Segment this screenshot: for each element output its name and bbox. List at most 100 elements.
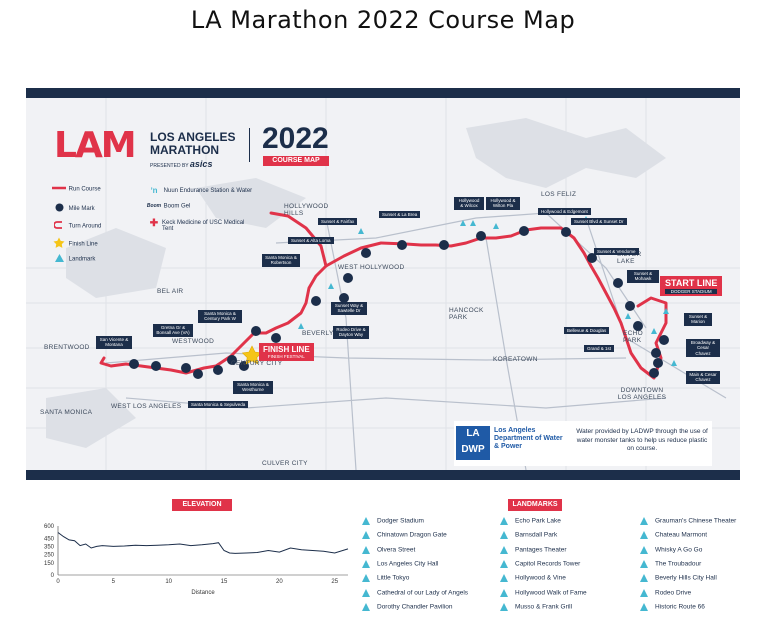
mile-mark-icon bbox=[51, 203, 67, 214]
legend-mile-mark: Mile Mark bbox=[51, 203, 95, 214]
callout: Broadway & Cesar Chavez bbox=[686, 339, 720, 358]
y-tick-label: 150 bbox=[44, 561, 55, 567]
area-label: LOS FELIZ bbox=[541, 191, 577, 198]
landmark-item: Musso & Frank Grill bbox=[500, 602, 572, 611]
landmark-triangle-icon bbox=[640, 517, 648, 525]
area-label: BRENTWOOD bbox=[44, 344, 90, 351]
landmark-item: Chateau Marmont bbox=[640, 531, 708, 540]
landmark-triangle-icon bbox=[500, 602, 508, 611]
landmark-item: Pantages Theater bbox=[500, 545, 567, 554]
marathon-logo: LAM LOS ANGELES MARATHON PRESENTED BY as… bbox=[54, 128, 236, 170]
landmark-triangle-icon bbox=[500, 517, 508, 525]
y-tick-label: 350 bbox=[44, 544, 55, 550]
legend-gel: Boom Boom Gel bbox=[146, 203, 191, 210]
area-label: KOREATOWN bbox=[493, 356, 538, 363]
area-label: DOWNTOWN LOS ANGELES bbox=[617, 387, 667, 401]
area-label: WEST LOS ANGELES bbox=[111, 403, 182, 410]
landmark-triangle-icon bbox=[51, 254, 67, 264]
y-tick-label: 600 bbox=[44, 524, 55, 530]
landmark-item: Little Tokyo bbox=[362, 574, 409, 583]
callout: Sunset & Fairfax bbox=[318, 218, 358, 226]
landmark-markers bbox=[298, 216, 677, 366]
callout: Rodeo Drive & Dayton Way bbox=[333, 326, 369, 339]
y-tick-label: 0 bbox=[51, 573, 55, 579]
landmark-label: Olvera Street bbox=[377, 546, 416, 554]
star-icon bbox=[51, 237, 67, 251]
logo-divider bbox=[249, 128, 250, 162]
landmark-item: Capitol Records Tower bbox=[500, 559, 580, 568]
landmark-label: Historic Route 66 bbox=[655, 603, 705, 611]
legend-medical: ✚ Keck Medicine of USC Medical Tent bbox=[146, 218, 256, 232]
ladwp-logo: LA DWP bbox=[456, 426, 490, 460]
area-label: HANCOCK PARK bbox=[449, 307, 484, 321]
landmark-triangle-icon bbox=[362, 602, 370, 611]
legend-run-course: Run Course bbox=[51, 186, 101, 193]
x-tick-label: 20 bbox=[276, 579, 283, 585]
callout: Sunset Blvd & Sunset Dr bbox=[571, 218, 627, 226]
callout: Grand & 1st bbox=[584, 345, 615, 353]
callout: Hollywood & Edgemont bbox=[538, 208, 591, 216]
landmark-item: Cathedral of our Lady of Angels bbox=[362, 588, 469, 597]
landmark-item: Los Angeles City Hall bbox=[362, 559, 439, 568]
presented-by: PRESENTED BY bbox=[150, 163, 189, 169]
legend-water-station: ʼn Nuun Endurance Station & Water bbox=[146, 186, 252, 195]
mile-marks bbox=[129, 226, 669, 379]
callout: Sunset & Marion bbox=[684, 313, 712, 326]
turn-around-icon bbox=[51, 220, 67, 232]
page-title: LA Marathon 2022 Course Map bbox=[190, 6, 576, 34]
start-line-badge: START LINE DODGER STADIUM bbox=[660, 276, 723, 296]
year-label: 2022 bbox=[262, 122, 329, 155]
landmark-triangle-icon bbox=[640, 545, 648, 554]
area-label: CULVER CITY bbox=[262, 460, 308, 467]
callout: San Vicente & Montana bbox=[96, 336, 132, 349]
landmark-triangle-icon bbox=[500, 531, 508, 540]
legend-landmark: Landmark bbox=[51, 254, 95, 264]
course-map[interactable]: LAM LOS ANGELES MARATHON PRESENTED BY as… bbox=[26, 88, 740, 480]
callout: Santa Monica & Sepulveda bbox=[188, 401, 249, 409]
landmark-triangle-icon bbox=[640, 588, 648, 597]
callout: Sunset & Alta Loma bbox=[288, 237, 334, 245]
landmark-triangle-icon bbox=[500, 545, 508, 554]
landmark-label: The Troubadour bbox=[655, 560, 702, 568]
landmark-triangle-icon bbox=[362, 588, 370, 597]
landmark-triangle-icon bbox=[362, 559, 370, 568]
ladwp-info-box: LA DWP Los Angeles Department of Water &… bbox=[454, 421, 712, 466]
landmark-item: Hollywood Walk of Fame bbox=[500, 588, 587, 597]
landmark-item: The Troubadour bbox=[640, 559, 702, 568]
landmark-triangle-icon bbox=[362, 531, 370, 540]
landmark-item: Olvera Street bbox=[362, 545, 416, 554]
landmark-item: Echo Park Lake bbox=[500, 517, 561, 525]
x-tick-label: 25 bbox=[331, 579, 338, 585]
elevation-line bbox=[57, 532, 349, 554]
landmark-item: Dorothy Chandler Pavilion bbox=[362, 602, 453, 611]
callout: Santa Monica & Century Park W bbox=[198, 310, 242, 323]
landmark-label: Hollywood & Vine bbox=[515, 574, 566, 582]
logo-name-1: LOS ANGELES bbox=[150, 130, 236, 144]
callout: Sunset & Vendome bbox=[594, 248, 639, 256]
landmark-label: Grauman's Chinese Theater bbox=[655, 517, 737, 525]
landmark-label: Chateau Marmont bbox=[655, 532, 708, 540]
landmark-item: Historic Route 66 bbox=[640, 602, 705, 611]
landmark-label: Barnsdall Park bbox=[515, 532, 558, 540]
landmark-triangle-icon bbox=[640, 531, 648, 540]
landmark-label: Los Angeles City Hall bbox=[377, 560, 439, 568]
landmark-label: Hollywood Walk of Fame bbox=[515, 589, 587, 597]
callout: Bellevue & Douglas bbox=[564, 327, 610, 335]
landmark-item: Rodeo Drive bbox=[640, 588, 691, 597]
landmark-triangle-icon bbox=[640, 602, 648, 611]
landmark-label: Cathedral of our Lady of Angels bbox=[377, 589, 469, 597]
area-label: HOLLYWOOD HILLS bbox=[284, 203, 329, 217]
landmark-item: Grauman's Chinese Theater bbox=[640, 517, 736, 525]
y-tick-label: 450 bbox=[44, 536, 55, 542]
callout: Hollywood & Wilton Pla bbox=[486, 197, 520, 210]
landmark-triangle-icon bbox=[362, 517, 370, 525]
callout: Hollywood & Wilcox bbox=[454, 197, 484, 210]
x-axis-label: Distance bbox=[191, 590, 215, 596]
elevation-chart: 0 150 250 350 450 600 0 5 10 15 20 25 Distance bbox=[44, 524, 349, 596]
landmark-label: Echo Park Lake bbox=[515, 517, 561, 525]
callout: Sunset Way & Sawtelle Dr bbox=[331, 302, 367, 315]
landmark-label: Pantages Theater bbox=[515, 546, 567, 554]
callout: Santa Monica & Westhurne bbox=[233, 381, 273, 394]
area-label: BEVERLY HILLS bbox=[302, 330, 356, 337]
area-label: ECHO PARK bbox=[623, 330, 643, 344]
